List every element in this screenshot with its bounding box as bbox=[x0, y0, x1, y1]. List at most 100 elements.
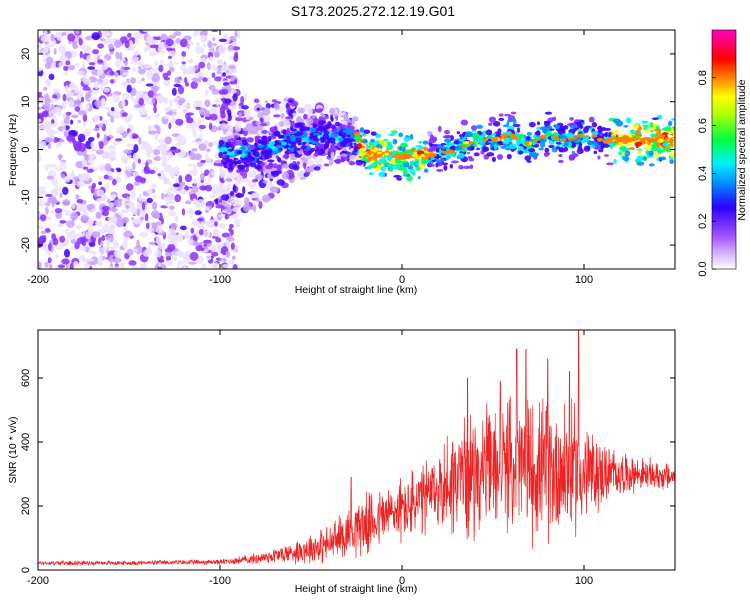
heatmap-blob bbox=[104, 182, 110, 191]
heatmap-blob bbox=[97, 59, 104, 64]
heatmap-blob bbox=[131, 217, 135, 221]
heatmap-blob bbox=[202, 43, 207, 48]
heatmap-blob bbox=[106, 170, 114, 176]
heatmap-blob bbox=[101, 30, 110, 37]
heatmap-blob bbox=[467, 155, 473, 159]
heatmap-blob bbox=[213, 262, 219, 269]
heatmap-blob bbox=[308, 165, 314, 173]
heatmap-blob bbox=[53, 47, 57, 55]
heatmap-blob bbox=[182, 266, 187, 269]
heatmap-blob bbox=[38, 200, 47, 207]
heatmap-blob bbox=[166, 187, 173, 197]
snr-x-tick-label: 0 bbox=[399, 575, 405, 587]
heatmap-blob bbox=[218, 46, 226, 54]
heatmap-blob-core bbox=[484, 137, 489, 142]
heatmap-blob bbox=[194, 46, 204, 55]
heatmap-blob bbox=[517, 133, 525, 140]
heatmap-blob bbox=[262, 166, 266, 171]
heatmap-blob bbox=[636, 155, 644, 162]
heatmap-blob bbox=[246, 206, 255, 211]
heatmap-blob bbox=[309, 132, 314, 137]
heatmap-blob bbox=[50, 119, 55, 124]
heatmap-blob bbox=[183, 106, 189, 115]
heatmap-blob bbox=[464, 133, 473, 138]
heatmap-blob bbox=[443, 164, 448, 171]
heatmap-blob bbox=[219, 94, 226, 99]
heatmap-blob bbox=[73, 85, 80, 94]
colorbar-tick-label: 0.6 bbox=[697, 118, 709, 133]
snr-y-label: SNR (10 * v/v) bbox=[7, 416, 19, 483]
heatmap-blob bbox=[232, 264, 238, 269]
heatmap-blob bbox=[671, 118, 675, 121]
heatmap-blob bbox=[402, 169, 408, 176]
heatmap-blob bbox=[113, 39, 123, 48]
heatmap-blob bbox=[334, 121, 341, 127]
heatmap-blob bbox=[107, 266, 113, 269]
heatmap-blob bbox=[209, 195, 216, 199]
heatmap-blob bbox=[267, 135, 272, 142]
heatmap-blob bbox=[187, 239, 194, 245]
heatmap-blob bbox=[438, 125, 442, 133]
heatmap-blob bbox=[443, 129, 451, 135]
heatmap-blob bbox=[196, 255, 204, 264]
heatmap-blob bbox=[555, 141, 562, 145]
heatmap-blob bbox=[51, 177, 59, 187]
heatmap-blob bbox=[140, 111, 148, 116]
heatmap-blob bbox=[95, 211, 102, 220]
heatmap-blob bbox=[210, 65, 218, 71]
heatmap-blob bbox=[214, 76, 222, 82]
heatmap-blob bbox=[603, 127, 612, 131]
heatmap-blob bbox=[502, 124, 508, 128]
heatmap-blob bbox=[212, 187, 216, 196]
heatmap-blob bbox=[55, 253, 59, 260]
heatmap-blob bbox=[286, 135, 291, 140]
heatmap-blob bbox=[241, 105, 249, 110]
heatmap-blob bbox=[153, 149, 161, 156]
heatmap-blob bbox=[169, 99, 173, 108]
heatmap-blob bbox=[116, 168, 122, 173]
heatmap-blob bbox=[205, 255, 212, 261]
heatmap-blob bbox=[38, 140, 44, 148]
heatmap-blob bbox=[225, 177, 232, 182]
heatmap-blob-core bbox=[461, 144, 467, 149]
heatmap-blob bbox=[100, 85, 104, 91]
heatmap-blob bbox=[264, 154, 270, 160]
heatmap-blob bbox=[133, 248, 139, 253]
heatmap-blob bbox=[346, 130, 354, 135]
heatmap-blob bbox=[296, 118, 305, 123]
heatmap-blob bbox=[243, 93, 248, 101]
heatmap-blob bbox=[65, 210, 72, 217]
heatmap-blob bbox=[199, 133, 203, 140]
heatmap-blob bbox=[57, 264, 66, 269]
heatmap-blob bbox=[234, 30, 238, 38]
heatmap-blob bbox=[114, 266, 120, 269]
heatmap-blob bbox=[96, 189, 105, 197]
heatmap-blob bbox=[121, 66, 131, 71]
heatmap-blob bbox=[347, 123, 351, 128]
heatmap-blob bbox=[563, 146, 569, 152]
heatmap-blob bbox=[71, 114, 79, 119]
heatmap-blob bbox=[599, 129, 603, 133]
heatmap-blob bbox=[204, 99, 211, 108]
heatmap-blob bbox=[138, 192, 142, 202]
heatmap-blob bbox=[306, 158, 313, 168]
heatmap-blob bbox=[134, 104, 143, 108]
heatmap-blob bbox=[193, 178, 197, 185]
heatmap-blob bbox=[310, 140, 315, 144]
heatmap-blob bbox=[46, 175, 54, 180]
heatmap-blob bbox=[219, 199, 223, 203]
heatmap-blob bbox=[113, 114, 121, 119]
heatmap-blob bbox=[211, 88, 220, 95]
heatmap-blob bbox=[163, 78, 171, 87]
heatmap-blob bbox=[388, 133, 396, 137]
heatmap-blob bbox=[253, 98, 260, 104]
heatmap-blob bbox=[245, 112, 250, 121]
heatmap-blob bbox=[155, 36, 162, 41]
heatmap-blob bbox=[227, 44, 235, 51]
heatmap-blob bbox=[568, 141, 573, 148]
heatmap-blob bbox=[458, 164, 464, 170]
heatmap-blob bbox=[162, 263, 167, 269]
heatmap-blob bbox=[194, 210, 202, 216]
heatmap-blob bbox=[142, 30, 152, 33]
heatmap-blob bbox=[106, 38, 114, 44]
